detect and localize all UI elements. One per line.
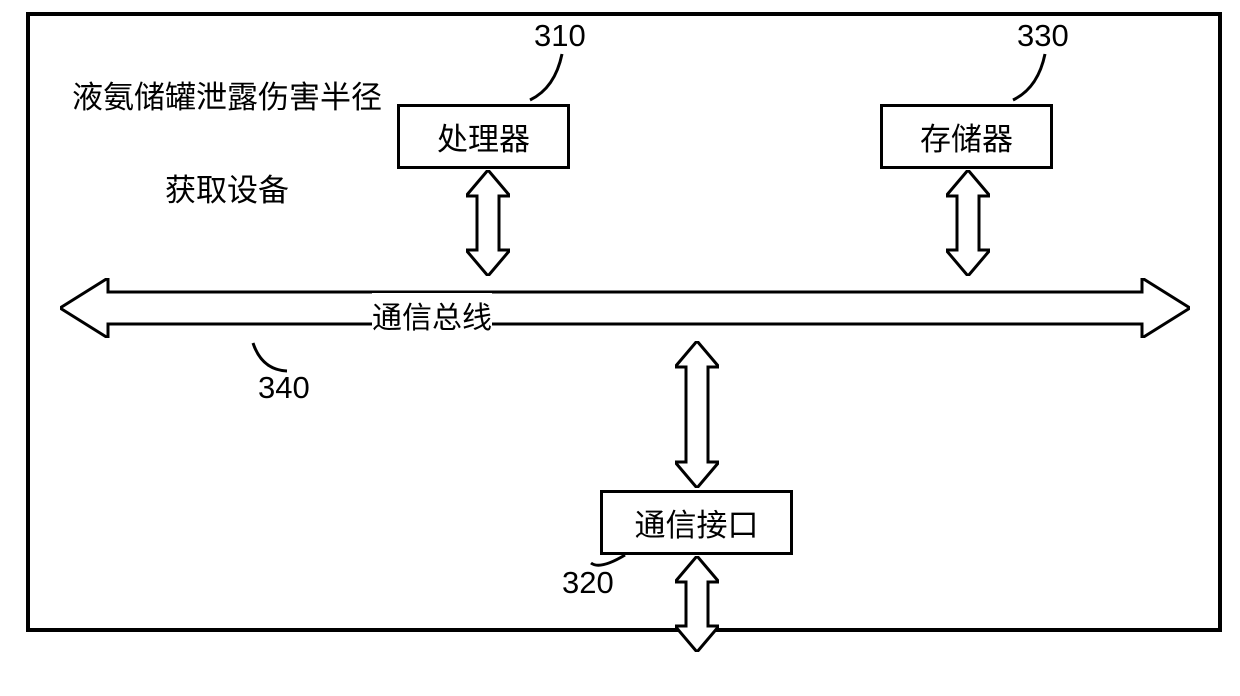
title-line1: 液氨储罐泄露伤害半径 <box>72 80 382 115</box>
arrow-interface-down <box>675 556 719 652</box>
bus-label: 通信总线 <box>372 293 492 337</box>
bus-ref: 340 <box>258 370 310 406</box>
arrow-memory-bus <box>946 170 990 276</box>
processor-ref: 310 <box>534 18 586 54</box>
arrow-processor-bus <box>466 170 510 276</box>
interface-label: 通信接口 <box>635 500 759 545</box>
arrow-bus-interface <box>675 341 719 488</box>
memory-box: 存储器 <box>880 104 1053 169</box>
memory-ref: 330 <box>1017 18 1069 54</box>
bus-arrow <box>60 278 1190 338</box>
memory-label: 存储器 <box>920 114 1013 159</box>
processor-label: 处理器 <box>437 114 530 159</box>
diagram-title: 液氨储罐泄露伤害半径 获取设备 <box>52 28 402 214</box>
processor-box: 处理器 <box>397 104 570 169</box>
title-line2: 获取设备 <box>165 173 289 208</box>
interface-ref: 320 <box>562 565 614 601</box>
interface-box: 通信接口 <box>600 490 793 555</box>
